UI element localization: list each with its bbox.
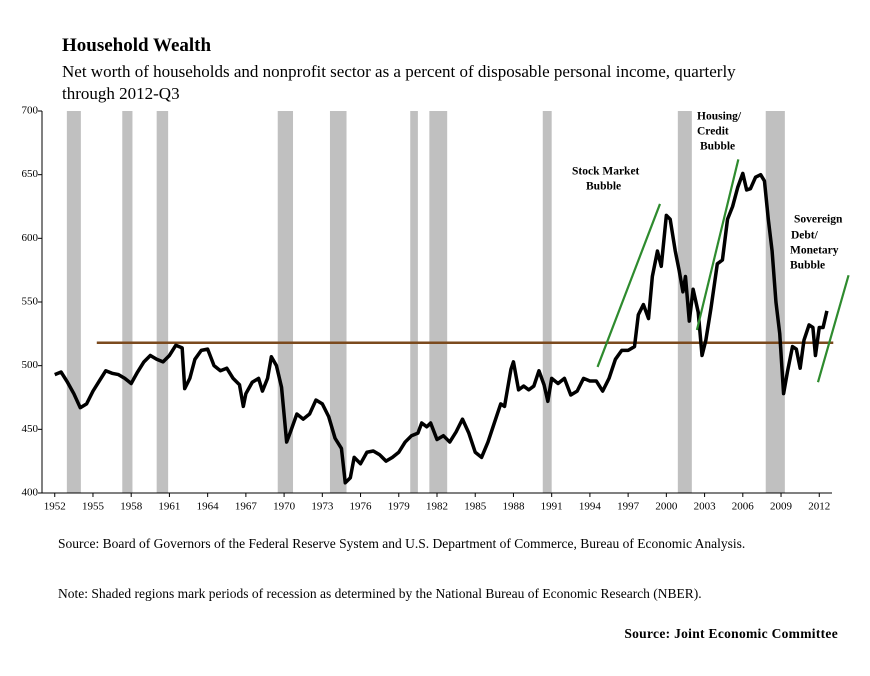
recession-band [542,111,552,493]
x-tick-label: 1955 [82,501,105,513]
y-tick-label: 400 [22,487,39,499]
x-tick-label: 1997 [617,501,640,513]
x-tick-label: 1967 [235,501,258,513]
recession-band [677,111,692,493]
x-tick-label: 2009 [770,501,793,513]
annotation: Monetary [790,245,839,257]
chart-title: Household Wealth [62,35,212,56]
x-tick-label: 2003 [694,501,717,513]
x-tick-label: 1982 [426,501,448,513]
annotation: Debt/ [791,230,819,242]
x-tick-label: 1973 [311,501,334,513]
x-tick-label: 1985 [464,501,487,513]
annotation: Housing/ [697,111,742,123]
x-tick-label: 1958 [120,501,143,513]
note: Note: Shaded regions mark periods of rec… [58,586,702,601]
annotation: Bubble [586,181,621,193]
y-tick-label: 550 [22,296,39,308]
annotation: Bubble [790,260,825,272]
recession-band [122,111,133,493]
x-tick-label: 1964 [197,501,220,513]
x-tick-label: 1991 [541,501,563,513]
recession-band [329,111,347,493]
x-tick-label: 1961 [158,501,180,513]
x-tick-label: 2006 [732,501,755,513]
annotation: Credit [697,126,729,138]
recession-band [156,111,169,493]
data-line [54,171,829,485]
x-tick-label: 1988 [502,501,525,513]
recession-band [66,111,81,493]
y-tick-label: 600 [22,232,39,244]
credit: Source: Joint Economic Committee [624,626,838,641]
x-tick-label: 1994 [579,501,602,513]
y-tick-label: 650 [22,168,39,180]
plot: 400 450 500 550 600 650 700 1952 1955 1958 1961 196… [22,105,850,513]
y-tick-label: 450 [22,423,39,435]
annotation: Stock Market [572,166,640,178]
y-tick-label: 700 [22,105,39,117]
trend-line [596,203,662,368]
x-tick-label: 1970 [273,501,296,513]
x-tick-label: 2000 [655,501,678,513]
y-tick-label: 500 [22,359,39,371]
recession-band [429,111,448,493]
x-tick-label: 2012 [808,501,830,513]
trend-line [816,274,850,383]
trend-line [695,159,740,331]
recession-band [410,111,418,493]
chart-subtitle: Net worth of households and nonprofit se… [62,62,736,103]
annotation: Sovereign [794,214,843,226]
source-note: Source: Board of Governors of the Federa… [58,536,746,551]
x-tick-label: 1979 [388,501,411,513]
x-tick-label: 1952 [44,501,66,513]
x-tick-label: 1976 [350,501,373,513]
annotation: Bubble [700,141,735,153]
